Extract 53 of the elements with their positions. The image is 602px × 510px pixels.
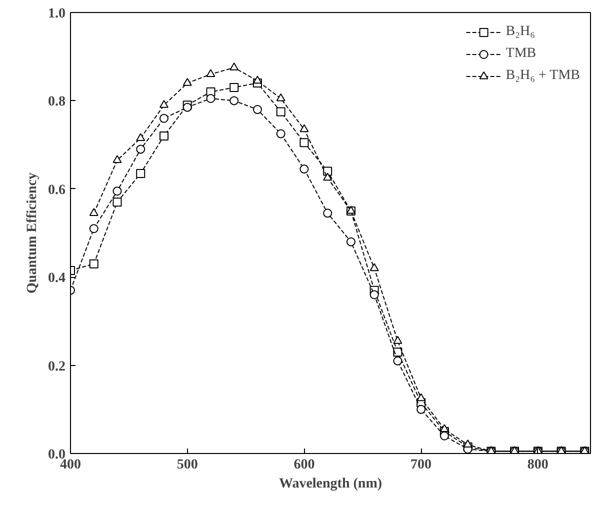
point bbox=[440, 424, 449, 432]
point bbox=[276, 93, 286, 102]
y-tick-label: 1.0 bbox=[48, 6, 66, 22]
point bbox=[230, 82, 239, 92]
y-tick-label: 0.6 bbox=[48, 182, 66, 198]
y-axis-title: Quantum Efficiency bbox=[25, 172, 40, 294]
point bbox=[89, 208, 98, 216]
point bbox=[206, 94, 216, 103]
point bbox=[252, 76, 262, 84]
y-tick-label: 0.8 bbox=[48, 94, 66, 110]
point bbox=[346, 237, 356, 246]
point bbox=[230, 62, 239, 70]
point bbox=[393, 356, 402, 366]
legend-label: B₂H₆ + TMB bbox=[506, 68, 580, 84]
point bbox=[370, 290, 379, 300]
point bbox=[136, 144, 146, 154]
legend-label: B₂H₆ bbox=[506, 24, 536, 40]
x-tick-label: 400 bbox=[60, 458, 81, 472]
point bbox=[252, 105, 262, 114]
point bbox=[393, 336, 402, 344]
point bbox=[276, 107, 286, 116]
point bbox=[159, 114, 168, 123]
point bbox=[136, 168, 146, 178]
point bbox=[112, 198, 122, 207]
point bbox=[159, 131, 168, 140]
y-tick-label: 0.4 bbox=[48, 271, 66, 286]
point bbox=[323, 208, 332, 218]
point bbox=[416, 393, 426, 402]
point bbox=[323, 172, 332, 181]
legend-label: TMB bbox=[506, 46, 536, 62]
point bbox=[112, 186, 122, 196]
point bbox=[300, 138, 309, 148]
x-tick-label: 500 bbox=[176, 458, 198, 472]
point bbox=[416, 404, 426, 414]
point bbox=[463, 440, 472, 448]
x-axis-title: Wavelength (nm) bbox=[278, 476, 382, 492]
point bbox=[159, 100, 168, 108]
point bbox=[300, 164, 309, 174]
point bbox=[300, 124, 309, 132]
point bbox=[182, 78, 192, 86]
point bbox=[89, 259, 98, 268]
point bbox=[370, 263, 379, 272]
point bbox=[112, 155, 122, 164]
x-tick-label: 700 bbox=[410, 458, 432, 472]
point bbox=[276, 129, 286, 138]
point bbox=[230, 96, 239, 106]
x-tick-label: 800 bbox=[527, 458, 548, 472]
point bbox=[89, 224, 98, 234]
point bbox=[136, 133, 146, 141]
x-tick-label: 600 bbox=[294, 458, 315, 472]
point bbox=[206, 69, 216, 78]
y-tick-label: 0.2 bbox=[48, 359, 66, 374]
point bbox=[440, 431, 449, 440]
